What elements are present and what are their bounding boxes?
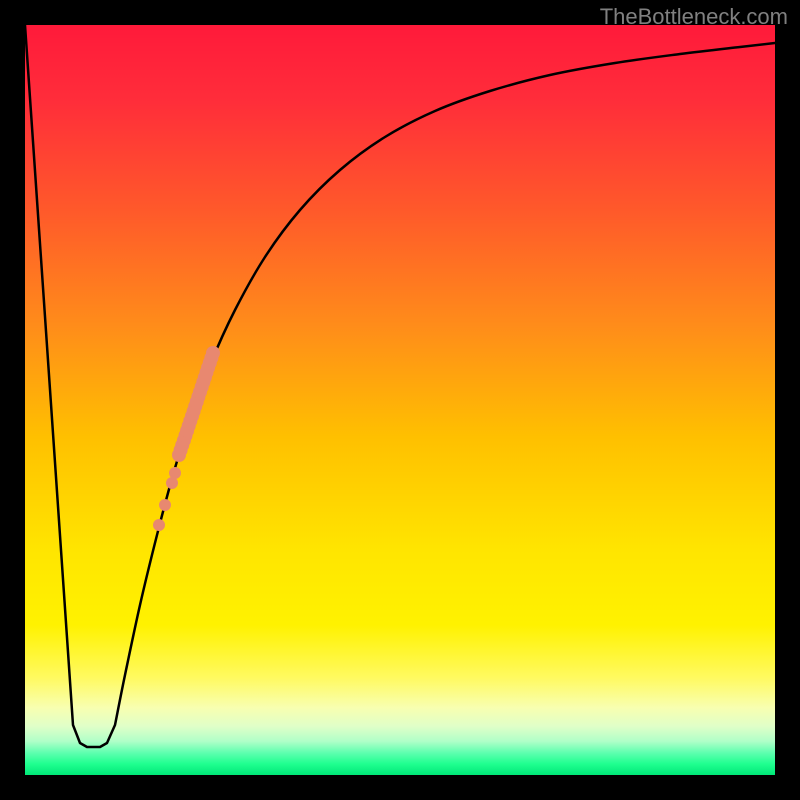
plot-area bbox=[25, 25, 775, 775]
watermark-text: TheBottleneck.com bbox=[600, 4, 788, 30]
data-points bbox=[153, 346, 220, 531]
bottleneck-curve bbox=[25, 25, 775, 775]
